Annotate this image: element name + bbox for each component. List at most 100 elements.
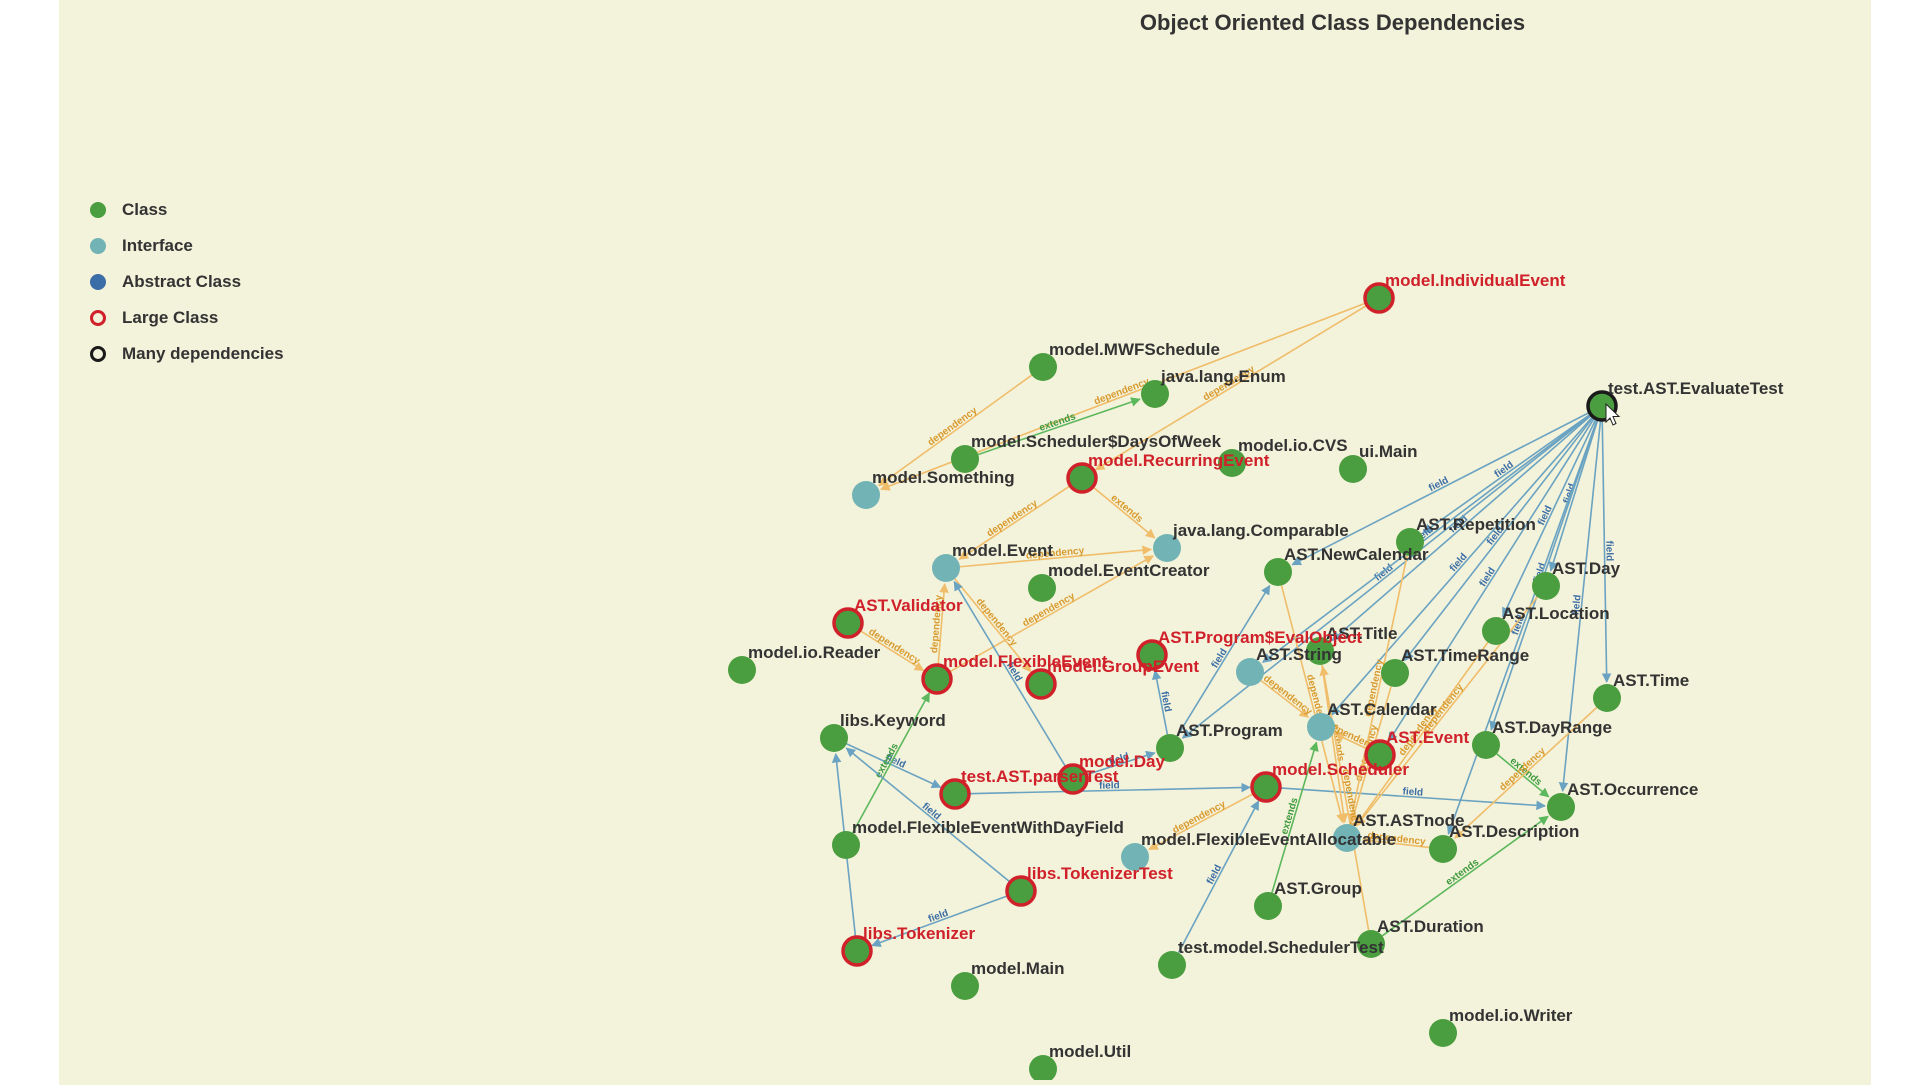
- node-circle[interactable]: [1593, 684, 1621, 712]
- graph-node[interactable]: AST.Program$EvalObject: [1136, 628, 1362, 671]
- node-circle[interactable]: [1029, 353, 1057, 381]
- node-circle[interactable]: [1472, 731, 1500, 759]
- graph-node[interactable]: model.Util: [1029, 1042, 1131, 1080]
- graph-node[interactable]: model.Scheduler: [1250, 760, 1409, 803]
- node-circle[interactable]: [1254, 892, 1282, 920]
- graph-node[interactable]: model.io.Reader: [728, 643, 881, 684]
- graph-node[interactable]: libs.TokenizerTest: [1005, 864, 1173, 907]
- node-circle[interactable]: [1306, 637, 1334, 665]
- edge-label: field: [1402, 786, 1423, 798]
- node-circle[interactable]: [939, 778, 971, 810]
- node-circle[interactable]: [1532, 572, 1560, 600]
- graph-node[interactable]: AST.ASTnode: [1333, 811, 1464, 852]
- graph-node[interactable]: model.FlexibleEvent: [921, 652, 1108, 695]
- graph-node[interactable]: AST.Title: [1306, 624, 1397, 665]
- legend-item-class: Class: [90, 192, 284, 228]
- node-circle[interactable]: [728, 656, 756, 684]
- node-circle[interactable]: [1264, 558, 1292, 586]
- node-circle[interactable]: [1029, 1055, 1057, 1080]
- graph-node[interactable]: model.Day: [1057, 752, 1166, 795]
- graph-node[interactable]: test.AST.EvaluateTest: [1586, 379, 1784, 422]
- graph-node[interactable]: AST.DayRange: [1472, 718, 1612, 759]
- graph-node[interactable]: AST.Repetition: [1396, 515, 1536, 556]
- node-circle[interactable]: [1153, 534, 1181, 562]
- node-circle[interactable]: [1158, 951, 1186, 979]
- graph-node[interactable]: AST.Time: [1593, 671, 1689, 712]
- node-circle[interactable]: [1028, 574, 1056, 602]
- edge-label: field: [927, 908, 950, 925]
- graph-node[interactable]: AST.TimeRange: [1381, 646, 1529, 687]
- node-circle[interactable]: [1363, 282, 1395, 314]
- graph-node[interactable]: AST.Validator: [832, 596, 963, 639]
- graph-node[interactable]: model.io.CVS: [1218, 436, 1348, 477]
- graph-node[interactable]: libs.Tokenizer: [841, 924, 975, 967]
- node-circle[interactable]: [932, 554, 960, 582]
- graph-node[interactable]: AST.NewCalendar: [1264, 545, 1429, 586]
- node-circle[interactable]: [1236, 658, 1264, 686]
- node-circle[interactable]: [1429, 835, 1457, 863]
- graph-node[interactable]: model.Something: [852, 468, 1015, 509]
- node-circle[interactable]: [1005, 875, 1037, 907]
- graph-node[interactable]: java.lang.Enum: [1141, 367, 1286, 408]
- node-circle[interactable]: [921, 663, 953, 695]
- graph-node[interactable]: libs.Keyword: [820, 711, 946, 752]
- node-circle[interactable]: [1482, 617, 1510, 645]
- graph-node[interactable]: model.io.Writer: [1429, 1006, 1573, 1047]
- edge-field: [1151, 669, 1169, 735]
- graph-node[interactable]: AST.Occurrence: [1547, 780, 1698, 821]
- graph-node[interactable]: model.GroupEvent: [1025, 657, 1199, 700]
- node-circle[interactable]: [1121, 843, 1149, 871]
- node-circle[interactable]: [1429, 1019, 1457, 1047]
- node-circle[interactable]: [1333, 824, 1361, 852]
- node-circle[interactable]: [852, 481, 880, 509]
- graph-node[interactable]: model.FlexibleEventAllocatable: [1121, 830, 1396, 871]
- graph-node[interactable]: AST.Program: [1156, 721, 1283, 762]
- node-circle[interactable]: [1156, 734, 1184, 762]
- node-circle[interactable]: [1066, 462, 1098, 494]
- graph-node[interactable]: AST.Duration: [1357, 917, 1484, 958]
- node-circle[interactable]: [1250, 771, 1282, 803]
- node-circle[interactable]: [841, 935, 873, 967]
- graph-node[interactable]: model.Scheduler$DaysOfWeek: [951, 432, 1222, 473]
- edge-dependency: [1280, 585, 1346, 824]
- node-circle[interactable]: [1307, 713, 1335, 741]
- graph-node[interactable]: AST.Group: [1254, 879, 1362, 920]
- graph-node[interactable]: AST.Calendar: [1307, 700, 1437, 741]
- node-circle[interactable]: [1057, 763, 1089, 795]
- node-circle[interactable]: [1141, 380, 1169, 408]
- node-circle[interactable]: [1136, 639, 1168, 671]
- node-circle[interactable]: [1218, 449, 1246, 477]
- node-circle[interactable]: [1357, 930, 1385, 958]
- node-circle[interactable]: [832, 607, 864, 639]
- graph-node[interactable]: AST.Description: [1429, 822, 1579, 863]
- graph-node[interactable]: model.MWFSchedule: [1029, 340, 1220, 381]
- graph-node[interactable]: model.Event: [932, 541, 1053, 582]
- graph-node[interactable]: model.RecurringEvent: [1066, 451, 1270, 494]
- graph-node[interactable]: AST.Day: [1532, 559, 1621, 600]
- edge-field: [1422, 413, 1592, 534]
- edge-dependency: [1321, 664, 1349, 824]
- node-circle[interactable]: [832, 831, 860, 859]
- graph-node[interactable]: test.AST.parserTest: [939, 767, 1119, 810]
- graph-node[interactable]: test.model.SchedulerTest: [1158, 938, 1384, 979]
- edge-dependency: [859, 629, 925, 672]
- graph-node[interactable]: AST.Location: [1482, 604, 1610, 645]
- node-circle[interactable]: [1339, 455, 1367, 483]
- node-circle[interactable]: [1364, 739, 1396, 771]
- node-circle[interactable]: [951, 445, 979, 473]
- node-circle[interactable]: [1381, 659, 1409, 687]
- graph-node[interactable]: model.IndividualEvent: [1363, 271, 1566, 314]
- graph-node[interactable]: java.lang.Comparable: [1153, 521, 1349, 562]
- graph-node[interactable]: ui.Main: [1339, 442, 1418, 483]
- graph-node[interactable]: AST.String: [1236, 645, 1342, 686]
- node-circle[interactable]: [1547, 793, 1575, 821]
- graph-node[interactable]: model.FlexibleEventWithDayField: [832, 818, 1124, 859]
- graph-node[interactable]: model.Main: [951, 959, 1065, 1000]
- legend-item-many: Many dependencies: [90, 336, 284, 372]
- graph-node[interactable]: model.EventCreator: [1028, 561, 1210, 602]
- node-circle[interactable]: [820, 724, 848, 752]
- graph-node[interactable]: AST.Event: [1364, 728, 1469, 771]
- node-circle[interactable]: [1025, 668, 1057, 700]
- node-circle[interactable]: [951, 972, 979, 1000]
- node-circle[interactable]: [1396, 528, 1424, 556]
